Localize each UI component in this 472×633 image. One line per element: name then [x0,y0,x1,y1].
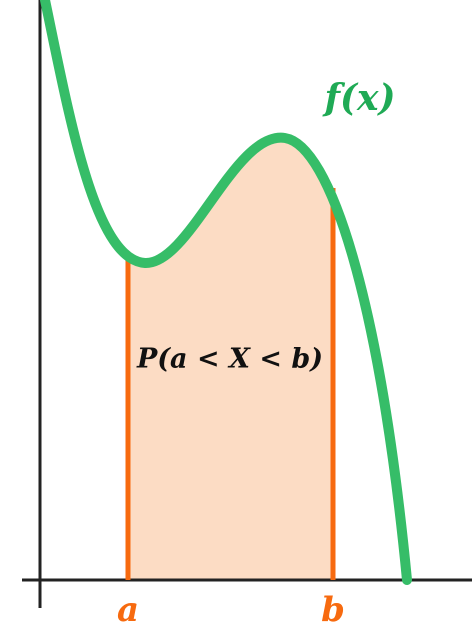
function-label: f(x) [321,77,395,119]
density-curve [40,0,412,585]
probability-label: P(a < X < b) [136,344,323,375]
lower-bound-label: a [117,590,139,630]
upper-bound-label: b [321,590,345,630]
